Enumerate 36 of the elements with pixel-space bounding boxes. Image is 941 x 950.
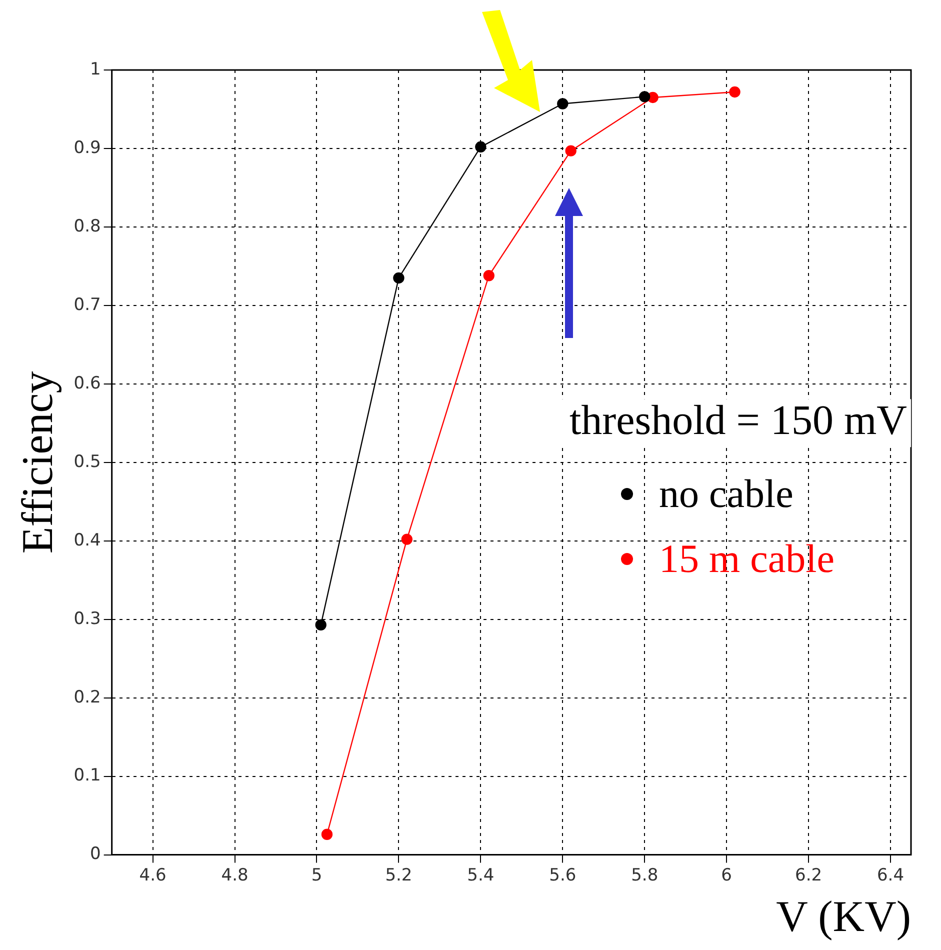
y-tick-label: 1 [90,59,101,80]
point [483,270,494,282]
y-tick-label: 0.1 [74,766,101,786]
point [557,98,568,110]
point [475,141,486,153]
x-tick-label: 5.2 [385,865,412,886]
point [639,91,650,102]
x-tick-label: 4.6 [139,865,166,886]
y-tick-label: 0.4 [74,530,101,550]
annotation: threshold = 150 mV [570,398,907,444]
y-tick-label: 0.9 [74,138,101,158]
x-tick-label: 5 [311,865,322,886]
y-tick-label: 0 [90,844,101,864]
legend-label: 15 m cable [659,535,834,582]
x-tick-label: 6.2 [795,865,822,886]
x-tick-label: 6.4 [876,865,904,886]
y-tick-label: 0.7 [74,294,101,315]
point [393,272,404,284]
x-tick-label: 4.8 [221,865,248,886]
point [401,534,413,545]
x-tick-label: 5.4 [467,865,494,886]
legend-label: no cable [659,470,794,518]
y-tick-label: 0.2 [74,687,101,708]
y-tick-label: 0.5 [74,452,101,472]
x-tick-label: 5.8 [631,865,658,886]
point [565,145,576,156]
y-axis-title: Efficiency [12,371,62,554]
x-tick-label: 5.6 [549,865,576,886]
x-axis-title: V (KV) [776,892,911,942]
point [315,619,326,630]
y-tick-label: 0.6 [74,373,101,394]
x-tick-label: 6 [721,865,732,886]
y-tick-label: 0.8 [74,216,101,236]
point [729,86,740,98]
y-tick-label: 0.3 [74,608,101,629]
point [321,828,333,840]
